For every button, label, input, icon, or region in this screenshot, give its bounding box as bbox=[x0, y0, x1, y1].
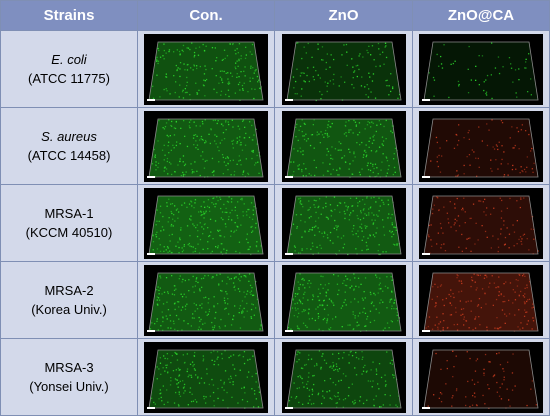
image-cell bbox=[412, 261, 550, 339]
table-row: MRSA-2 (Korea Univ.) bbox=[0, 261, 550, 339]
image-cell bbox=[137, 107, 275, 185]
confocal-image bbox=[419, 110, 543, 182]
image-cell bbox=[412, 30, 550, 108]
image-cell bbox=[137, 184, 275, 262]
table-row: MRSA-3 (Yonsei Univ.) bbox=[0, 338, 550, 416]
confocal-image bbox=[281, 264, 406, 336]
image-cell bbox=[274, 184, 413, 262]
image-cell bbox=[274, 30, 413, 108]
strain-code: (ATCC 14458) bbox=[27, 148, 111, 163]
scale-bar bbox=[147, 329, 155, 332]
confocal-image bbox=[419, 187, 543, 259]
scale-bar bbox=[422, 98, 430, 101]
confocal-image bbox=[144, 33, 268, 105]
image-cell bbox=[412, 184, 550, 262]
strain-code: (Korea Univ.) bbox=[31, 302, 107, 317]
confocal-image bbox=[144, 264, 268, 336]
image-cell bbox=[274, 261, 413, 339]
strain-name: MRSA-1 bbox=[44, 206, 94, 221]
scale-bar bbox=[147, 175, 155, 178]
header-control: Con. bbox=[137, 0, 275, 31]
strain-code: (KCCM 40510) bbox=[25, 225, 113, 240]
confocal-image bbox=[144, 341, 268, 413]
strain-code: (ATCC 11775) bbox=[28, 71, 110, 86]
confocal-image bbox=[281, 341, 406, 413]
confocal-image bbox=[144, 110, 268, 182]
scale-bar bbox=[147, 406, 155, 409]
strain-cell: MRSA-2 (Korea Univ.) bbox=[0, 261, 138, 339]
scale-bar bbox=[284, 98, 293, 101]
header-zno-ca: ZnO@CA bbox=[412, 0, 550, 31]
strain-name: MRSA-3 bbox=[44, 360, 94, 375]
scale-bar bbox=[284, 252, 293, 255]
strain-cell: MRSA-3 (Yonsei Univ.) bbox=[0, 338, 138, 416]
scale-bar bbox=[422, 252, 430, 255]
confocal-image bbox=[281, 110, 406, 182]
scale-bar bbox=[422, 329, 430, 332]
image-cell bbox=[137, 30, 275, 108]
table-row: E. coli (ATCC 11775) bbox=[0, 30, 550, 108]
confocal-image bbox=[281, 187, 406, 259]
confocal-image bbox=[281, 33, 406, 105]
scale-bar bbox=[284, 406, 293, 409]
image-cell bbox=[137, 338, 275, 416]
strain-cell: S. aureus (ATCC 14458) bbox=[0, 107, 138, 185]
image-cell bbox=[274, 338, 413, 416]
scale-bar bbox=[147, 252, 155, 255]
image-cell bbox=[137, 261, 275, 339]
strain-code: (Yonsei Univ.) bbox=[29, 379, 109, 394]
scale-bar bbox=[284, 175, 293, 178]
image-cell bbox=[412, 107, 550, 185]
image-cell bbox=[412, 338, 550, 416]
strain-name: S. aureus bbox=[41, 129, 97, 144]
image-cell bbox=[274, 107, 413, 185]
confocal-image bbox=[144, 187, 268, 259]
header-strains: Strains bbox=[0, 0, 138, 31]
scale-bar bbox=[422, 175, 430, 178]
table-row: MRSA-1 (KCCM 40510) bbox=[0, 184, 550, 262]
scale-bar bbox=[422, 406, 430, 409]
strain-name: E. coli bbox=[51, 52, 87, 67]
scale-bar bbox=[284, 329, 293, 332]
strain-cell: E. coli (ATCC 11775) bbox=[0, 30, 138, 108]
confocal-image bbox=[419, 341, 543, 413]
table-body: E. coli (ATCC 11775) S. aureus (ATCC 14458)… bbox=[0, 30, 550, 416]
scale-bar bbox=[147, 98, 155, 101]
strain-name: MRSA-2 bbox=[44, 283, 94, 298]
confocal-image bbox=[419, 33, 543, 105]
header-zno: ZnO bbox=[274, 0, 413, 31]
confocal-image bbox=[419, 264, 543, 336]
header-row: Strains Con. ZnO ZnO@CA bbox=[0, 0, 550, 31]
table-row: S. aureus (ATCC 14458) bbox=[0, 107, 550, 185]
strain-cell: MRSA-1 (KCCM 40510) bbox=[0, 184, 138, 262]
